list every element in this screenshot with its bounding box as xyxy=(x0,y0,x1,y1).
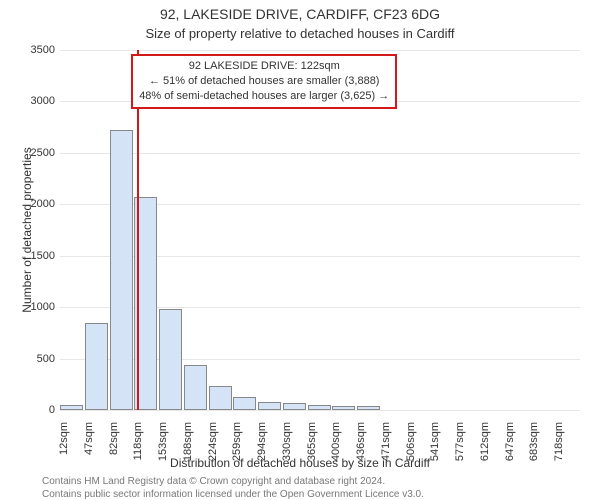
x-tick-label: 436sqm xyxy=(355,422,367,477)
histogram-bar xyxy=(332,406,355,410)
x-tick-label: 118sqm xyxy=(132,422,144,477)
gridline xyxy=(60,410,580,411)
x-tick-label: 541sqm xyxy=(429,422,441,477)
x-tick-label: 47sqm xyxy=(83,422,95,477)
y-tick-label: 3500 xyxy=(5,44,55,56)
histogram-bar xyxy=(184,365,207,410)
y-tick-label: 0 xyxy=(5,404,55,416)
y-tick-label: 500 xyxy=(5,353,55,365)
histogram-bar xyxy=(308,405,331,410)
y-tick-label: 1000 xyxy=(5,301,55,313)
footer-text: Contains HM Land Registry data © Crown c… xyxy=(42,475,424,500)
y-tick-label: 2500 xyxy=(5,147,55,159)
histogram-bar xyxy=(283,403,306,410)
histogram-bar xyxy=(233,397,256,410)
y-tick-label: 1500 xyxy=(5,250,55,262)
x-tick-label: 471sqm xyxy=(380,422,392,477)
page-subtitle: Size of property relative to detached ho… xyxy=(0,26,600,41)
x-tick-label: 259sqm xyxy=(231,422,243,477)
histogram-bar xyxy=(258,402,281,410)
x-tick-label: 82sqm xyxy=(108,422,120,477)
histogram-bar xyxy=(60,405,83,410)
x-tick-label: 400sqm xyxy=(330,422,342,477)
x-tick-label: 683sqm xyxy=(528,422,540,477)
histogram-bar xyxy=(357,406,380,410)
x-tick-label: 330sqm xyxy=(281,422,293,477)
x-tick-label: 577sqm xyxy=(454,422,466,477)
x-tick-label: 506sqm xyxy=(405,422,417,477)
x-tick-label: 612sqm xyxy=(479,422,491,477)
footer-line-2: Contains public sector information licen… xyxy=(42,488,424,500)
y-tick-label: 3000 xyxy=(5,95,55,107)
page-title: 92, LAKESIDE DRIVE, CARDIFF, CF23 6DG xyxy=(0,6,600,22)
x-tick-label: 294sqm xyxy=(256,422,268,477)
y-tick-label: 2000 xyxy=(5,198,55,210)
histogram-bar xyxy=(85,323,108,410)
histogram-bar xyxy=(209,386,232,410)
x-tick-label: 647sqm xyxy=(504,422,516,477)
x-tick-label: 153sqm xyxy=(157,422,169,477)
annotation-line: 48% of semi-detached houses are larger (… xyxy=(139,89,389,104)
x-tick-label: 188sqm xyxy=(182,422,194,477)
histogram-bar xyxy=(110,130,133,410)
x-tick-label: 718sqm xyxy=(553,422,565,477)
annotation-line: 92 LAKESIDE DRIVE: 122sqm xyxy=(139,59,389,74)
x-tick-label: 365sqm xyxy=(306,422,318,477)
annotation-line: ← 51% of detached houses are smaller (3,… xyxy=(139,74,389,89)
chart-container: 92, LAKESIDE DRIVE, CARDIFF, CF23 6DG Si… xyxy=(0,0,600,500)
annotation-box: 92 LAKESIDE DRIVE: 122sqm← 51% of detach… xyxy=(131,54,397,109)
x-tick-label: 12sqm xyxy=(58,422,70,477)
histogram-bar xyxy=(159,309,182,410)
x-tick-label: 224sqm xyxy=(207,422,219,477)
